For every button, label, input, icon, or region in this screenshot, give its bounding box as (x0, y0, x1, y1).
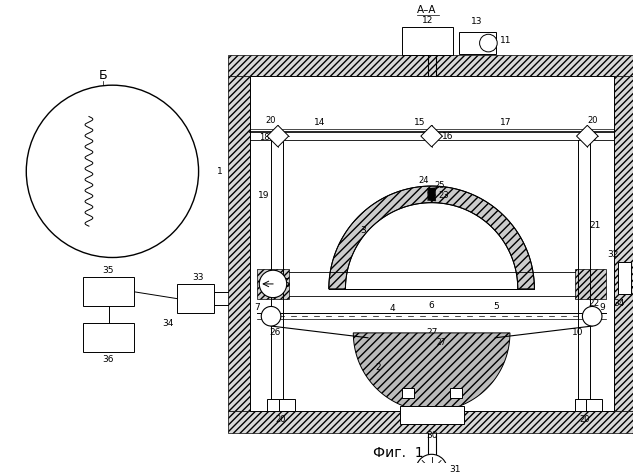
Circle shape (259, 270, 287, 298)
Text: 6: 6 (429, 301, 435, 310)
Polygon shape (83, 277, 134, 307)
Text: 13: 13 (471, 17, 483, 26)
Text: 22: 22 (589, 299, 600, 308)
Text: 18: 18 (586, 132, 596, 141)
Polygon shape (83, 323, 134, 352)
Polygon shape (450, 388, 462, 397)
Polygon shape (586, 400, 602, 411)
Text: 19: 19 (68, 186, 79, 195)
Text: 33: 33 (192, 272, 204, 281)
Text: 16: 16 (442, 131, 453, 140)
Text: 35: 35 (103, 266, 115, 275)
Polygon shape (459, 32, 496, 54)
Text: 12: 12 (422, 16, 433, 25)
Text: Б: Б (282, 278, 290, 290)
Circle shape (261, 307, 281, 326)
Text: 21: 21 (589, 221, 601, 230)
Text: 1: 1 (217, 167, 223, 176)
Text: 32: 32 (607, 250, 618, 259)
Text: 7: 7 (255, 303, 260, 312)
Text: 14: 14 (314, 118, 326, 127)
Polygon shape (73, 101, 137, 111)
Polygon shape (73, 232, 137, 242)
Text: 2: 2 (375, 363, 381, 372)
Text: 25: 25 (434, 181, 445, 190)
Text: 26: 26 (269, 328, 281, 337)
Polygon shape (575, 400, 590, 411)
Text: 11: 11 (500, 35, 512, 44)
Polygon shape (614, 76, 636, 411)
Polygon shape (257, 269, 289, 298)
Circle shape (582, 307, 602, 326)
Polygon shape (78, 228, 86, 232)
Text: 30: 30 (426, 431, 437, 440)
Polygon shape (329, 186, 534, 289)
Text: 4: 4 (390, 304, 396, 313)
Polygon shape (147, 97, 154, 101)
Text: 3: 3 (360, 226, 366, 235)
Circle shape (479, 34, 497, 52)
Text: 24: 24 (419, 175, 429, 184)
Text: 22: 22 (83, 211, 93, 220)
Text: 36: 36 (103, 355, 115, 364)
Polygon shape (618, 263, 631, 294)
Text: 34: 34 (613, 299, 624, 308)
Text: 27: 27 (426, 328, 437, 337)
Polygon shape (228, 76, 250, 411)
Text: 17: 17 (500, 118, 512, 127)
Circle shape (416, 454, 447, 473)
Polygon shape (120, 111, 152, 232)
Polygon shape (577, 125, 598, 147)
Polygon shape (228, 55, 636, 76)
Polygon shape (400, 406, 464, 424)
Text: 20: 20 (587, 116, 597, 125)
Polygon shape (228, 411, 636, 433)
Polygon shape (403, 27, 453, 55)
Polygon shape (267, 400, 283, 411)
Text: A–A: A–A (417, 5, 436, 15)
Circle shape (26, 85, 198, 257)
Text: 23: 23 (438, 191, 449, 201)
Polygon shape (177, 284, 214, 313)
Polygon shape (421, 125, 442, 147)
Polygon shape (403, 388, 414, 397)
Polygon shape (575, 269, 606, 298)
Text: 19: 19 (257, 191, 269, 201)
Text: 10: 10 (572, 328, 583, 337)
Polygon shape (279, 400, 294, 411)
Text: 18: 18 (259, 132, 269, 141)
Text: 21: 21 (70, 152, 81, 161)
Text: Б: Б (99, 69, 107, 82)
Polygon shape (250, 76, 614, 411)
Polygon shape (353, 333, 510, 411)
Text: Фиг.  1: Фиг. 1 (373, 447, 424, 460)
Text: 20: 20 (579, 414, 589, 423)
Text: 20: 20 (266, 116, 276, 125)
Text: 9: 9 (599, 303, 605, 312)
Text: 5: 5 (493, 302, 499, 311)
Text: 20: 20 (276, 414, 286, 423)
Text: 34: 34 (163, 319, 174, 328)
Polygon shape (267, 125, 289, 147)
Polygon shape (147, 228, 154, 232)
Text: 31: 31 (449, 465, 461, 473)
Text: 15: 15 (414, 118, 426, 127)
Text: 27: 27 (436, 338, 446, 347)
Polygon shape (78, 97, 86, 101)
